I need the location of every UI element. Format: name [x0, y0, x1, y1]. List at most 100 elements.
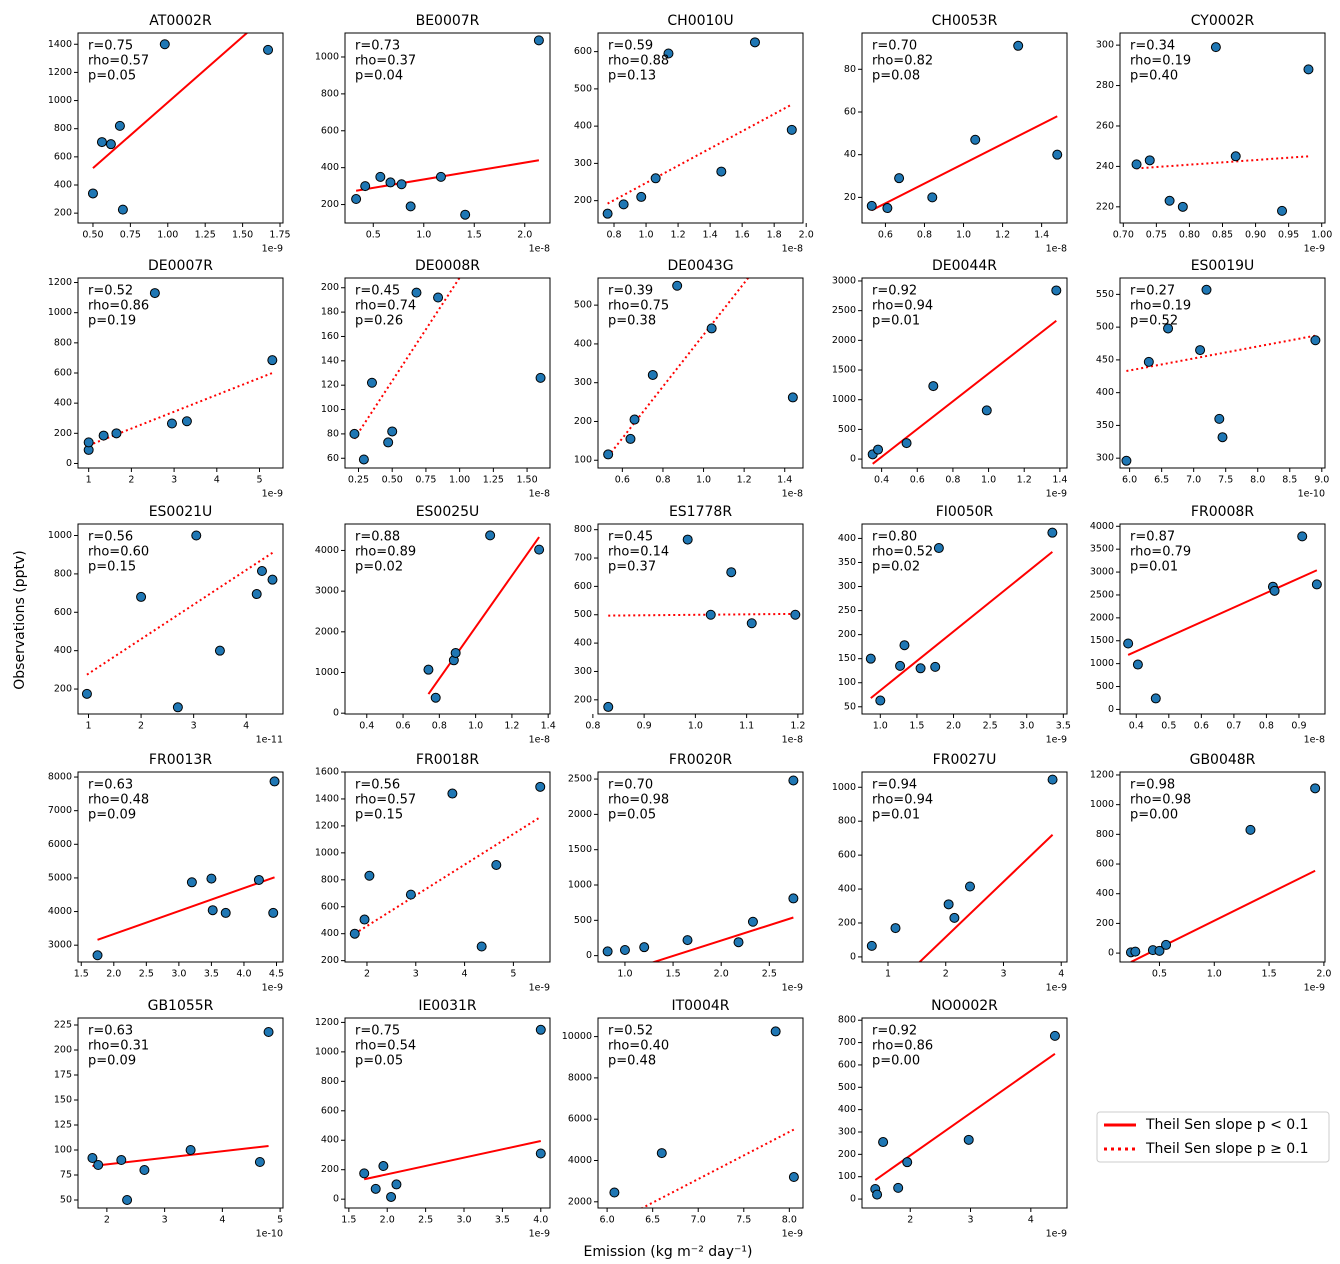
y-tick-label: 200: [838, 1149, 856, 1160]
point: [1163, 323, 1174, 334]
point: [206, 873, 217, 884]
subplot-title: ES0019U: [1191, 258, 1255, 274]
y-tick-label: 500: [838, 424, 856, 435]
point: [533, 35, 544, 46]
axes-frame: [861, 32, 1068, 224]
stat-text: rho=0.57: [355, 793, 416, 808]
stat-text: rho=0.74: [355, 299, 416, 314]
axes-frame: [77, 1017, 284, 1209]
point: [105, 139, 116, 150]
y-tick-label: 600: [321, 125, 339, 136]
x-tick-label: 1.5: [341, 1215, 356, 1226]
stat-text: p=0.04: [355, 69, 403, 84]
x-offset-label: 1e-9: [1046, 1229, 1067, 1240]
y-tick-label: 3500: [1090, 544, 1114, 555]
trend-line: [86, 551, 274, 676]
x-tick-label: 0.95: [1278, 230, 1299, 241]
x-offset-label: 1e-10: [256, 1229, 283, 1240]
point: [349, 928, 360, 939]
point: [1269, 585, 1280, 596]
y-tick-label: 5000: [48, 872, 72, 883]
x-tick-label: 1.0: [696, 475, 711, 486]
subplot-title: ES1778R: [669, 504, 732, 520]
point: [366, 377, 377, 388]
stat-text: rho=0.19: [1130, 54, 1191, 69]
stat-text: r=0.45: [355, 284, 400, 299]
point: [83, 437, 94, 448]
point: [136, 591, 147, 602]
x-tick-label: 0.6: [910, 475, 925, 486]
x-offset-label: 1e-9: [262, 489, 283, 500]
y-tick-label: 600: [838, 850, 856, 861]
plot-area: [349, 278, 546, 465]
y-tick-label: 8000: [48, 772, 72, 783]
y-tick-label: 700: [838, 1037, 856, 1048]
point: [1214, 413, 1225, 424]
y-tick-label: 2500: [1090, 589, 1114, 600]
x-tick-label: 0.4: [874, 475, 889, 486]
point: [263, 44, 274, 55]
x-tick-label: 0.6: [878, 230, 893, 241]
x-tick-label: 4.0: [236, 969, 251, 980]
axes-frame: [1119, 277, 1326, 469]
point: [1210, 42, 1221, 53]
stat-text: p=0.08: [872, 69, 920, 84]
y-tick-label: 600: [574, 581, 592, 592]
point: [1195, 345, 1206, 356]
x-tick-label: 2.5: [139, 969, 154, 980]
point: [214, 645, 225, 656]
plot-area: [866, 774, 1058, 962]
y-tick-label: 1200: [315, 1017, 339, 1028]
point: [636, 191, 647, 202]
y-tick-label: 1000: [1090, 658, 1114, 669]
y-tick-label: 1200: [48, 67, 72, 78]
x-tick-label: 1.0: [468, 721, 483, 732]
x-offset-label: 1e-8: [1046, 244, 1067, 255]
point: [149, 288, 160, 299]
axes-frame: [77, 277, 284, 469]
subplot-title: CH0053R: [932, 13, 998, 29]
x-tick-label: 5: [256, 475, 262, 486]
axes-frame: [344, 32, 551, 224]
x-offset-label: 1e-8: [1304, 735, 1325, 746]
point: [878, 1137, 889, 1148]
y-tick-label: 300: [1096, 453, 1114, 464]
y-tick-label: 50: [844, 701, 856, 712]
stat-text: p=0.37: [608, 560, 656, 575]
x-tick-label: 0.75: [1146, 230, 1167, 241]
y-tick-label: 1000: [315, 847, 339, 858]
stat-text: rho=0.79: [1130, 545, 1191, 560]
x-tick-label: 0.8: [432, 721, 447, 732]
point: [875, 695, 886, 706]
x-tick-label: 0.8: [585, 721, 600, 732]
y-tick-label: 800: [574, 524, 592, 535]
y-tick-label: 60: [327, 453, 339, 464]
axes-frame: [861, 1017, 1068, 1209]
y-tick-label: 1200: [1090, 769, 1114, 780]
point: [358, 454, 369, 465]
point: [186, 877, 197, 888]
y-tick-label: 60: [844, 106, 856, 117]
point: [786, 124, 797, 135]
trend-line: [1127, 569, 1318, 656]
y-tick-label: 800: [1096, 829, 1114, 840]
plot-area: [423, 530, 545, 703]
x-tick-label: 4: [219, 1215, 225, 1226]
y-tick-label: 500: [838, 1082, 856, 1093]
x-tick-label: 1.6: [735, 230, 750, 241]
stat-text: p=0.02: [355, 560, 403, 575]
x-tick-label: 4: [214, 475, 220, 486]
axes-frame: [597, 523, 804, 715]
y-tick-label: 180: [321, 307, 339, 318]
x-tick-label: 4: [243, 721, 249, 732]
subplot-title: DE0008R: [415, 258, 480, 274]
point: [603, 701, 614, 712]
point: [1277, 205, 1288, 216]
point: [1052, 149, 1063, 160]
stat-text: r=0.98: [1130, 778, 1175, 793]
x-tick-label: 6.0: [600, 1215, 615, 1226]
y-tick-label: 7000: [48, 805, 72, 816]
point: [364, 870, 375, 881]
y-tick-label: 1600: [315, 767, 339, 778]
point: [790, 609, 801, 620]
